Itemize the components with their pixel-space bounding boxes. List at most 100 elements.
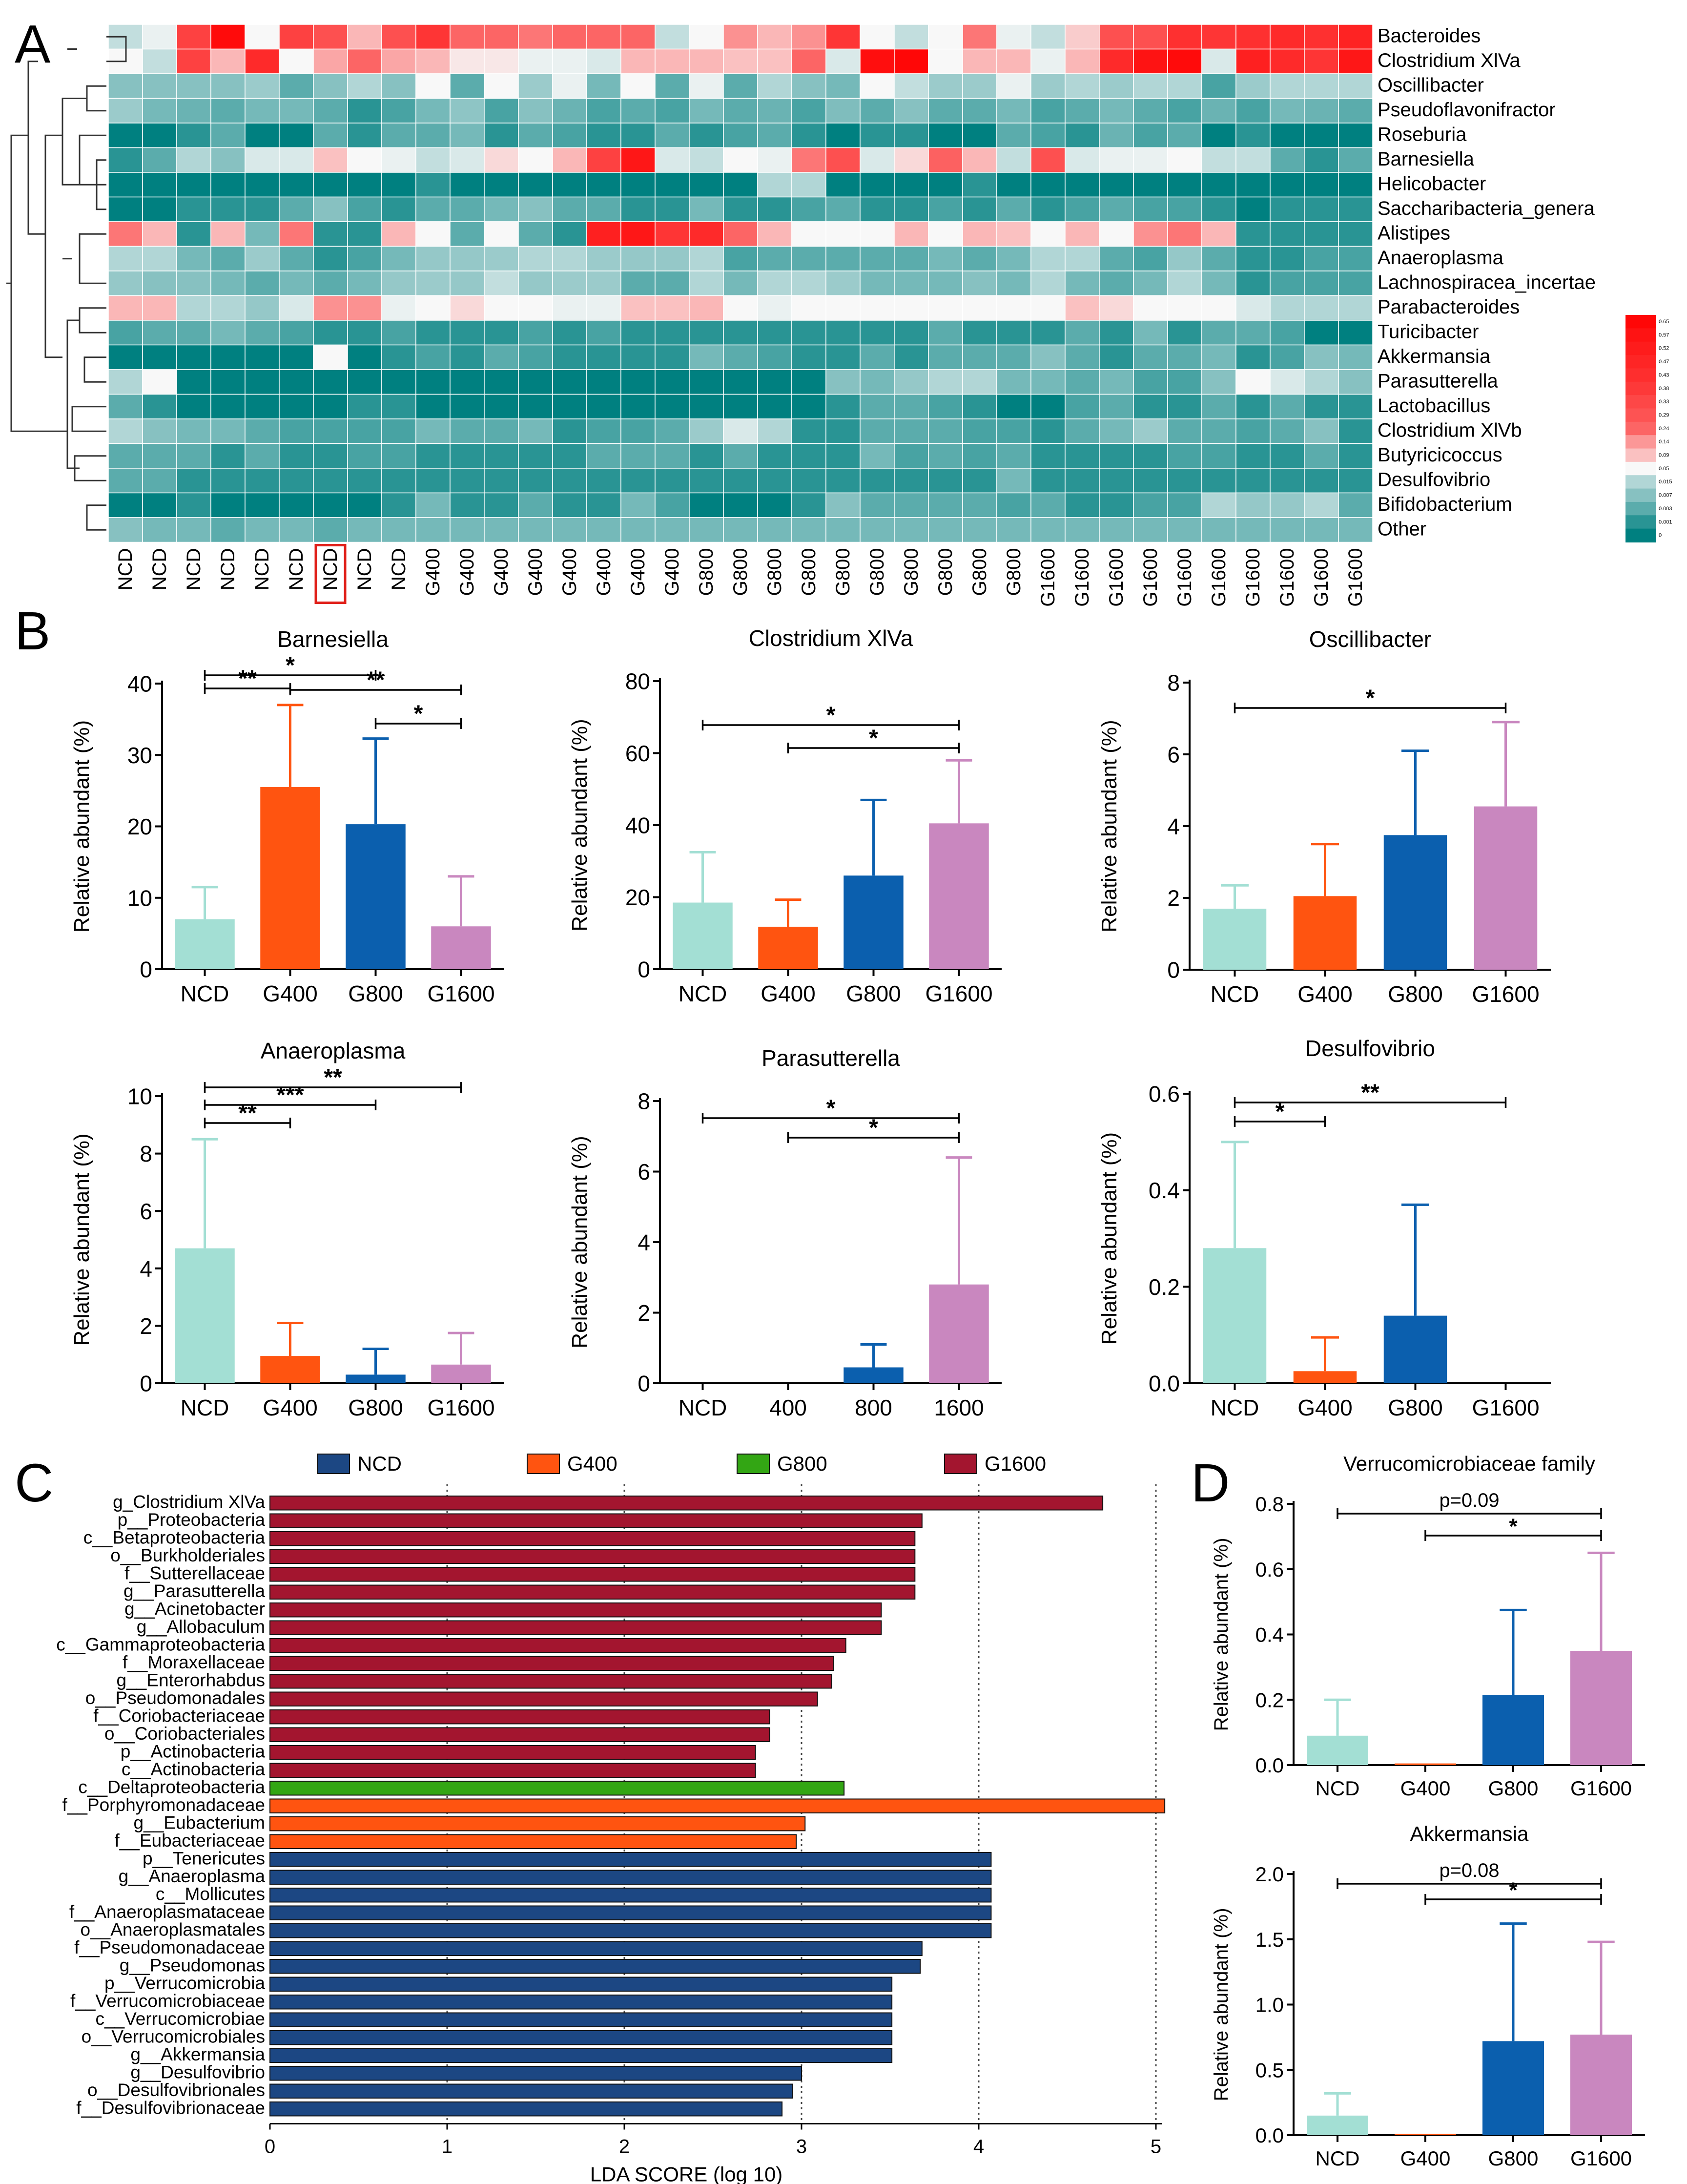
heatmap-cell — [279, 369, 314, 395]
heatmap-cell — [996, 468, 1031, 494]
heatmap-cell — [996, 221, 1031, 247]
heatmap-cell — [279, 98, 314, 124]
heatmap-cell — [450, 147, 485, 173]
heatmap-cell — [1338, 295, 1373, 321]
x-tick-label: G1600 — [925, 981, 992, 1006]
heatmap-cell — [450, 344, 485, 370]
heatmap-cell — [996, 295, 1031, 321]
heatmap-cell — [313, 147, 348, 173]
heatmap-cell — [1338, 418, 1373, 444]
heatmap-cell — [450, 98, 485, 124]
heatmap-cell — [347, 246, 382, 271]
heatmap-cell — [996, 492, 1031, 518]
y-tick-label: 2 — [140, 1313, 152, 1339]
heatmap-cell — [1201, 221, 1236, 247]
color-scale-swatch — [1625, 475, 1656, 489]
heatmap-cell — [415, 196, 451, 222]
heatmap-cell — [1201, 147, 1236, 173]
heatmap-cell — [586, 172, 621, 198]
heatmap-cell — [1304, 172, 1339, 198]
heatmap-cell — [518, 196, 553, 222]
heatmap-cell — [928, 418, 963, 444]
heatmap-cell — [1167, 443, 1202, 469]
heatmap-cell — [860, 492, 895, 518]
heatmap-column-label: G1600 — [1242, 548, 1264, 607]
lda-x-axis-label: LDA SCORE (log 10) — [590, 2163, 783, 2184]
x-tick-label: NCD — [1211, 981, 1259, 1007]
heatmap-cell — [142, 196, 177, 222]
heatmap-cell — [1065, 344, 1100, 370]
heatmap-cell — [415, 270, 451, 296]
bar — [844, 875, 904, 969]
heatmap-cell — [347, 24, 382, 50]
heatmap-cell — [347, 344, 382, 370]
heatmap-cell — [1030, 295, 1066, 321]
color-scale-tick: 0.29 — [1659, 412, 1669, 418]
heatmap-cell — [860, 123, 895, 148]
heatmap-cell — [996, 24, 1031, 50]
heatmap-cell — [1133, 221, 1168, 247]
heatmap-cell — [586, 295, 621, 321]
heatmap-cell — [928, 196, 963, 222]
heatmap-cell — [1201, 98, 1236, 124]
heatmap-cell — [1201, 172, 1236, 198]
lda-bar — [269, 1995, 893, 2010]
heatmap-cell — [962, 320, 997, 346]
heatmap-cell — [381, 246, 416, 271]
heatmap-cell — [1133, 517, 1168, 543]
heatmap-cell — [142, 492, 177, 518]
heatmap-cell — [1338, 517, 1373, 543]
heatmap-cell — [757, 270, 792, 296]
heatmap-cell — [757, 344, 792, 370]
heatmap-cell — [108, 147, 143, 173]
heatmap-cell — [757, 443, 792, 469]
heatmap-cell — [586, 492, 621, 518]
heatmap-cell — [245, 418, 280, 444]
heatmap-cell — [108, 295, 143, 321]
heatmap-cell — [928, 246, 963, 271]
significance-label: ** — [238, 1100, 257, 1126]
heatmap-cell — [723, 98, 758, 124]
heatmap-cell — [347, 270, 382, 296]
heatmap-cell — [484, 98, 519, 124]
heatmap-cell — [1167, 394, 1202, 419]
heatmap-column-label: G400 — [661, 548, 683, 596]
significance-label: * — [1509, 1878, 1518, 1902]
heatmap-cell — [1065, 517, 1100, 543]
y-tick-label: 8 — [140, 1141, 152, 1166]
heatmap-cell — [894, 369, 929, 395]
heatmap-cell — [1133, 394, 1168, 419]
lda-bar-label: g__Enterorhabdus — [117, 1670, 265, 1690]
heatmap-cell — [1167, 369, 1202, 395]
heatmap-cell — [1304, 147, 1339, 173]
heatmap-row-label: Anaeroplasma — [1378, 247, 1504, 269]
heatmap-cell — [381, 48, 416, 74]
heatmap-cell — [518, 320, 553, 346]
heatmap-cell — [1270, 48, 1305, 74]
lda-legend-label: G400 — [567, 1452, 617, 1475]
y-tick-label: 40 — [127, 671, 152, 697]
heatmap-cell — [1099, 443, 1134, 469]
heatmap-cell — [552, 73, 587, 99]
heatmap-column-label: G400 — [422, 548, 444, 596]
bar — [1570, 1650, 1632, 1765]
heatmap-cell — [484, 48, 519, 74]
panel-label-c: C — [15, 1453, 53, 1513]
heatmap-cell — [176, 344, 211, 370]
heatmap-cell — [1338, 24, 1373, 50]
heatmap-cell — [450, 48, 485, 74]
heatmap-cell — [860, 320, 895, 346]
heatmap-cell — [860, 344, 895, 370]
heatmap-cell — [1235, 196, 1271, 222]
bar — [1383, 835, 1447, 970]
heatmap-cell — [791, 147, 826, 173]
heatmap-cell — [1133, 295, 1168, 321]
heatmap-cell — [1167, 295, 1202, 321]
heatmap-cell — [655, 369, 690, 395]
lda-bar-label: f__Anaeroplasmataceae — [69, 1902, 265, 1922]
heatmap-cell — [176, 123, 211, 148]
heatmap-cell — [313, 172, 348, 198]
lda-bar — [269, 1816, 806, 1831]
heatmap-cell — [176, 73, 211, 99]
heatmap-cell — [1270, 320, 1305, 346]
